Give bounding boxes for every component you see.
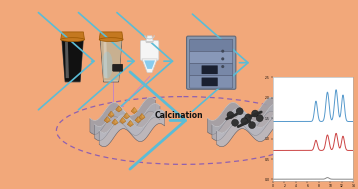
Polygon shape [207, 97, 277, 134]
Polygon shape [62, 41, 83, 81]
Circle shape [227, 112, 234, 119]
Circle shape [221, 57, 224, 60]
Circle shape [232, 119, 238, 126]
Polygon shape [100, 40, 122, 82]
Circle shape [221, 65, 224, 68]
Ellipse shape [99, 38, 123, 42]
Polygon shape [135, 117, 141, 123]
Polygon shape [99, 32, 123, 40]
Polygon shape [134, 107, 137, 111]
Polygon shape [142, 114, 145, 117]
Polygon shape [212, 104, 281, 141]
Text: Calcination: Calcination [155, 111, 203, 120]
Polygon shape [111, 111, 114, 115]
FancyBboxPatch shape [190, 64, 233, 76]
FancyBboxPatch shape [187, 36, 236, 89]
Polygon shape [126, 113, 130, 117]
Polygon shape [108, 111, 114, 117]
Polygon shape [65, 42, 69, 78]
Polygon shape [142, 59, 157, 73]
Polygon shape [112, 119, 118, 125]
FancyBboxPatch shape [190, 39, 233, 52]
Polygon shape [115, 119, 118, 123]
Circle shape [221, 50, 224, 53]
Polygon shape [130, 120, 134, 124]
Polygon shape [104, 117, 110, 123]
Polygon shape [123, 117, 126, 121]
FancyBboxPatch shape [202, 65, 218, 74]
Polygon shape [120, 117, 126, 124]
Polygon shape [146, 36, 154, 42]
Circle shape [248, 122, 256, 129]
Polygon shape [139, 114, 145, 120]
FancyBboxPatch shape [113, 64, 123, 71]
Polygon shape [116, 106, 122, 112]
Polygon shape [119, 106, 122, 110]
Polygon shape [127, 120, 134, 127]
Circle shape [241, 118, 248, 125]
Polygon shape [62, 40, 83, 82]
Circle shape [256, 115, 263, 122]
Polygon shape [101, 41, 121, 81]
Polygon shape [138, 117, 141, 120]
Circle shape [245, 114, 252, 121]
Polygon shape [103, 42, 107, 78]
Polygon shape [95, 104, 160, 141]
Ellipse shape [61, 38, 84, 42]
Polygon shape [90, 97, 155, 134]
Circle shape [236, 108, 243, 115]
Polygon shape [217, 110, 286, 147]
FancyBboxPatch shape [190, 51, 233, 64]
Polygon shape [124, 113, 130, 119]
Polygon shape [131, 107, 137, 114]
Polygon shape [99, 110, 165, 147]
Circle shape [252, 110, 258, 117]
Polygon shape [144, 60, 155, 69]
Polygon shape [107, 117, 110, 120]
FancyBboxPatch shape [202, 77, 218, 86]
Ellipse shape [102, 52, 113, 78]
FancyBboxPatch shape [140, 40, 159, 60]
Polygon shape [61, 32, 84, 40]
FancyBboxPatch shape [190, 76, 233, 88]
